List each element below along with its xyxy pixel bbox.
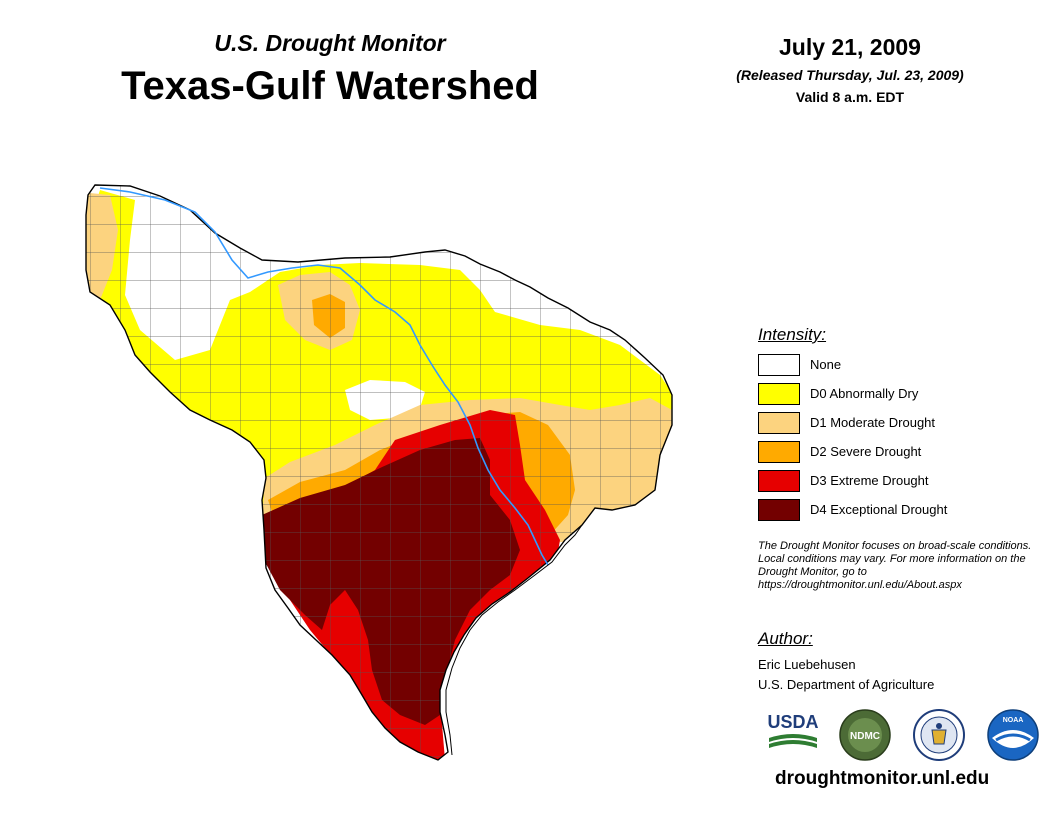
- map-title: Texas-Gulf Watershed: [121, 64, 539, 108]
- map-subtitle: U.S. Drought Monitor: [214, 30, 446, 56]
- legend-label: D4 Exceptional Drought: [810, 502, 948, 517]
- map-date: July 21, 2009: [779, 34, 921, 60]
- svg-text:NOAA: NOAA: [1003, 717, 1024, 724]
- legend-title: Intensity:: [758, 325, 827, 344]
- legend-label: D0 Abnormally Dry: [810, 386, 919, 401]
- drought-map: [85, 184, 673, 761]
- legend-label: D1 Moderate Drought: [810, 415, 936, 430]
- legend-label: D3 Extreme Drought: [810, 473, 929, 488]
- legend-swatch: [758, 412, 800, 434]
- coastline: [445, 524, 583, 756]
- valid-time: Valid 8 a.m. EDT: [795, 89, 905, 105]
- disclaimer-note: The Drought Monitor focuses on broad-sca…: [758, 540, 1032, 591]
- river: [99, 187, 549, 566]
- author-organization: U.S. Department of Agriculture: [758, 677, 935, 692]
- legend-swatch: [758, 354, 800, 376]
- noaa-logo: NOAA: [987, 709, 1039, 761]
- author-name: Eric Luebehusen: [758, 657, 856, 672]
- website-url[interactable]: droughtmonitor.unl.edu: [775, 768, 990, 789]
- usda-logo: USDA: [767, 712, 819, 748]
- legend-label: D2 Severe Drought: [810, 444, 922, 459]
- ndmc-logo: NDMC: [839, 709, 891, 761]
- legend-label: None: [810, 357, 842, 372]
- author-heading: Author:: [758, 629, 813, 648]
- release-date: (Released Thursday, Jul. 23, 2009): [736, 67, 964, 83]
- legend-swatch: [758, 441, 800, 463]
- doc-seal: [913, 709, 965, 761]
- legend-swatch: [758, 470, 800, 492]
- svg-text:NDMC: NDMC: [850, 731, 880, 742]
- svg-text:USDA: USDA: [767, 712, 818, 732]
- legend-swatch: [758, 499, 800, 521]
- legend-swatch: [758, 383, 800, 405]
